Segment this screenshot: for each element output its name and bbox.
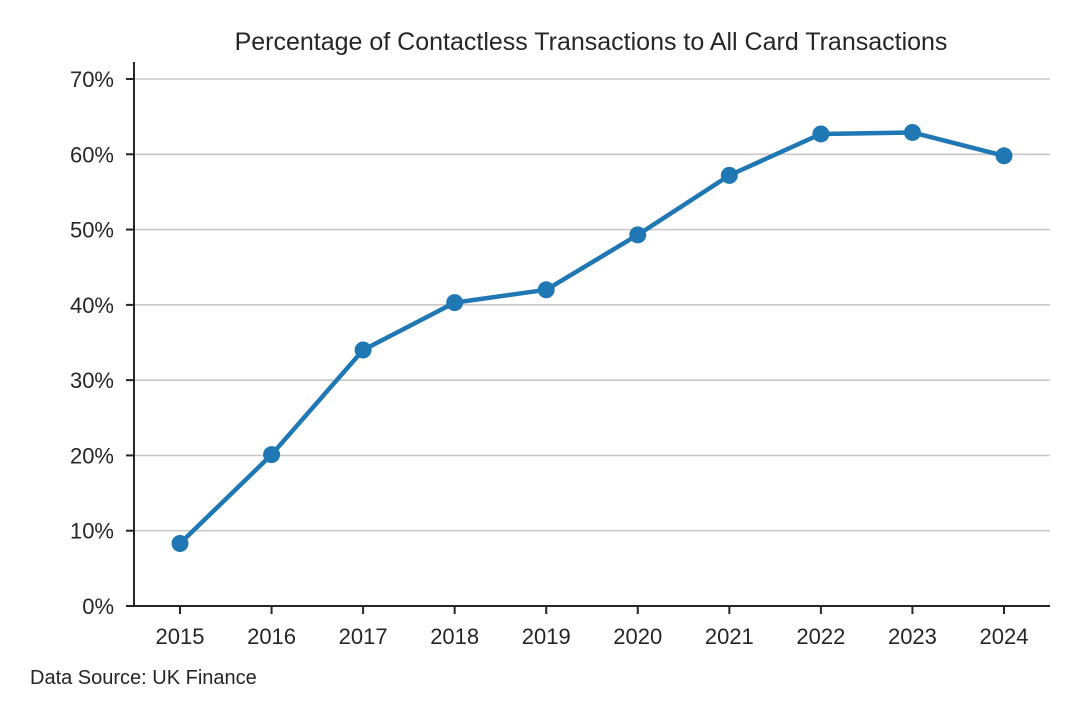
- data-point-2022: [812, 125, 830, 143]
- data-point-2016: [263, 446, 281, 464]
- x-tick-label: 2021: [705, 624, 754, 649]
- data-point-2015: [171, 535, 189, 553]
- data-source-note: Data Source: UK Finance: [30, 667, 257, 689]
- data-point-2017: [354, 341, 372, 359]
- x-tick-label: 2022: [796, 624, 845, 649]
- y-tick-label: 70%: [70, 67, 114, 92]
- y-tick-label: 10%: [70, 519, 114, 544]
- chart-title: Percentage of Contactless Transactions t…: [235, 28, 948, 56]
- series-line: [177, 130, 1007, 546]
- data-point-2023: [903, 123, 921, 141]
- x-tick-label: 2017: [339, 624, 388, 649]
- y-tick-label: 50%: [70, 218, 114, 243]
- data-point-2021: [720, 166, 738, 184]
- data-point-2018: [446, 294, 464, 312]
- x-tick-label: 2018: [430, 624, 479, 649]
- x-tick-label: 2020: [613, 624, 662, 649]
- x-tick-label: 2015: [156, 624, 205, 649]
- y-axis-ticks: 0% 10% 20% 30% 40% 50% 60% 70%: [70, 67, 134, 619]
- y-tick-label: 30%: [70, 368, 114, 393]
- series-layer: [171, 123, 1013, 553]
- y-tick-label: 40%: [70, 293, 114, 318]
- x-tick-label: 2024: [980, 624, 1029, 649]
- data-point-2019: [537, 281, 555, 299]
- x-tick-label: 2016: [247, 624, 296, 649]
- x-tick-label: 2019: [522, 624, 571, 649]
- data-point-2024: [995, 147, 1013, 165]
- y-tick-label: 60%: [70, 142, 114, 167]
- axes: [133, 62, 1050, 607]
- x-axis-ticks: 2015 2016 2017 2018 2019 2020 2021 2022 2023 2024: [156, 606, 1029, 649]
- y-tick-label: 20%: [70, 443, 114, 468]
- gridlines: [134, 78, 1050, 532]
- x-tick-label: 2023: [888, 624, 937, 649]
- y-tick-label: 0%: [82, 594, 114, 619]
- data-point-2020: [629, 226, 647, 244]
